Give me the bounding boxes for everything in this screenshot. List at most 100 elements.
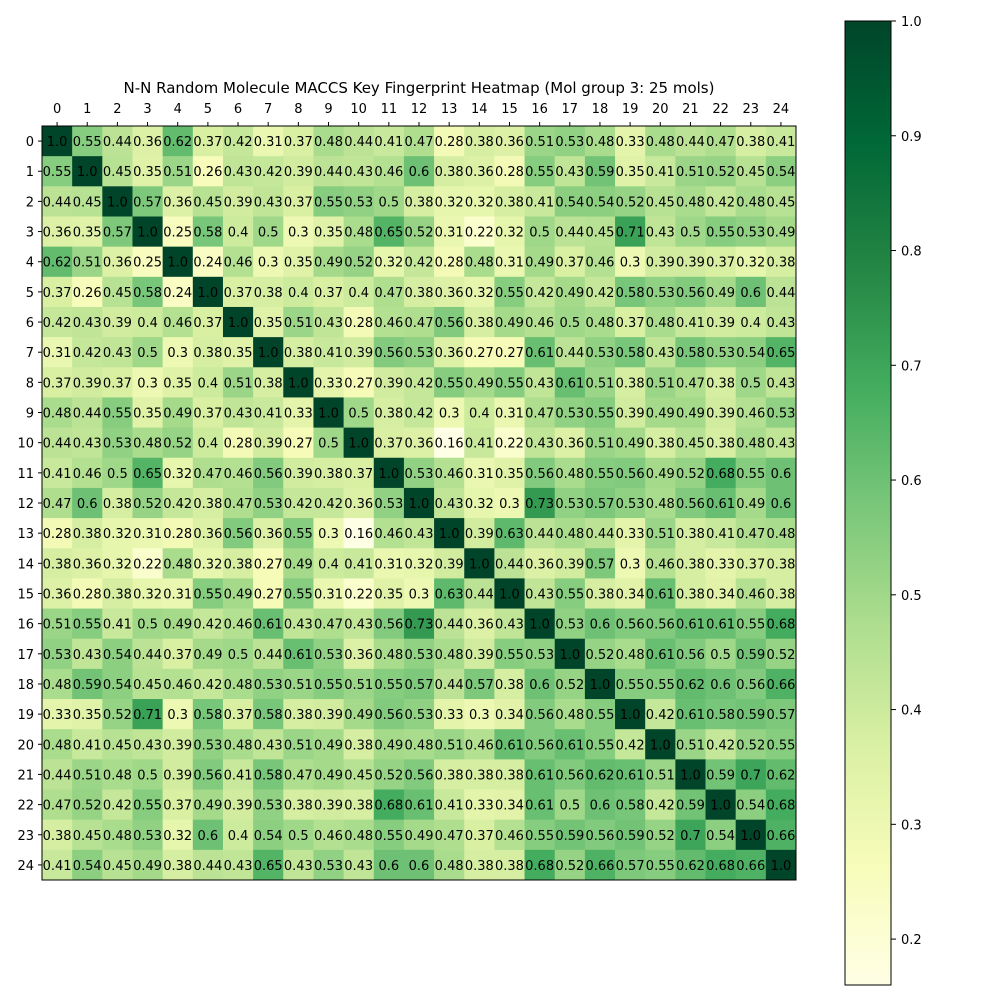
heatmap-cell [42,216,73,248]
heatmap-cell [102,397,133,428]
heatmap-cell [645,759,676,790]
y-tick-label: 22 [17,799,34,814]
heatmap-cell [434,548,465,579]
cell-value-label: 0.43 [435,497,464,512]
heatmap-cell [192,367,224,398]
cell-value-label: 0.55 [73,135,102,150]
heatmap-cell [313,337,344,368]
cell-value-label: 0.55 [314,195,343,210]
cell-value-label: 0.6 [409,859,430,874]
heatmap-cell [132,246,164,278]
cell-value-label: 0.57 [133,195,162,210]
cell-value-label: 0.55 [495,648,524,663]
cell-value-label: 0.59 [73,678,102,693]
cell-value-label: 0.55 [616,678,645,693]
heatmap-cell [403,186,435,217]
heatmap-cell [494,126,525,157]
heatmap-cell [72,397,103,428]
heatmap-cell [554,186,586,217]
cell-value-label: 0.38 [495,678,524,693]
cell-value-label: 0.5 [137,768,158,783]
cell-value-label: 0.31 [495,256,524,271]
cell-value-label: 0.43 [646,226,675,241]
cell-value-label: 0.49 [133,859,162,874]
heatmap-cell [192,789,224,821]
cell-value-label: 0.36 [254,527,283,542]
heatmap-cell [675,367,706,398]
heatmap-cell [373,729,405,760]
heatmap-cell [373,759,405,790]
cell-value-label: 0.38 [736,135,765,150]
heatmap-cell [765,578,797,609]
cell-value-label: 0.39 [254,437,283,452]
heatmap-cell [464,548,495,579]
heatmap-cell [705,548,737,579]
heatmap-cell [132,578,164,609]
cell-value-label: 0.62 [585,768,614,783]
heatmap-cell [645,367,676,398]
cell-value-label: 0.47 [435,829,464,844]
cell-value-label: 0.46 [435,467,464,482]
cell-value-label: 0.53 [766,407,795,422]
heatmap-cell [102,518,133,549]
cell-value-label: 0.32 [465,286,494,301]
colorbar-tick-label: 1.0 [901,15,922,30]
heatmap-cell [162,367,194,398]
heatmap-cell [554,668,586,700]
cell-value-label: 0.33 [616,135,645,150]
heatmap-cell [403,518,435,549]
heatmap-cell [132,487,164,519]
cell-value-label: 0.71 [133,708,162,723]
cell-value-label: 0.38 [465,768,494,783]
cell-value-label: 0.38 [495,768,524,783]
heatmap-cell [42,729,73,760]
heatmap-cell [373,849,405,881]
heatmap-cell [72,216,103,248]
cell-value-label: 0.43 [254,195,283,210]
heatmap-cell [283,337,314,368]
heatmap-cell [464,819,495,851]
cell-value-label: 0.44 [254,648,283,663]
cell-value-label: 0.58 [193,708,222,723]
y-tick-label: 5 [26,286,34,301]
heatmap-cell [313,849,344,881]
colorbar-tick-label: 0.9 [901,130,922,145]
heatmap-cell [313,608,344,640]
cell-value-label: 0.46 [224,256,253,271]
heatmap-cell [705,668,737,700]
cell-value-label: 0.53 [555,497,584,512]
y-tick-label: 8 [26,376,34,391]
cell-value-label: 0.4 [198,437,219,452]
cell-value-label: 0.35 [73,226,102,241]
heatmap-cell [132,427,164,459]
cell-value-label: 0.59 [736,648,765,663]
heatmap-cell [313,156,344,187]
cell-value-label: 0.44 [43,768,72,783]
cell-value-label: 0.51 [284,678,313,693]
cell-value-label: 0.3 [258,256,279,271]
cell-value-label: 1.0 [47,135,68,150]
cell-value-label: 0.39 [224,195,253,210]
heatmap-cell [132,276,164,308]
cell-value-label: 0.41 [435,799,464,814]
cell-value-label: 0.53 [193,738,222,753]
heatmap-cell [313,246,344,278]
heatmap-cell [343,186,375,217]
heatmap-cell [675,729,706,760]
cell-value-label: 0.38 [616,376,645,391]
heatmap-cell [645,246,676,278]
heatmap-cell [343,699,375,730]
cell-value-label: 1.0 [378,467,399,482]
heatmap-cell [464,337,495,368]
cell-value-label: 0.55 [43,165,72,180]
cell-value-label: 0.61 [706,497,735,512]
heatmap-cell [675,668,706,700]
x-tick-label: 4 [174,102,182,117]
cell-value-label: 0.48 [405,738,434,753]
heatmap-cell [554,548,586,579]
heatmap-cell [283,367,314,398]
heatmap-cell [253,487,284,519]
heatmap-cell [253,789,284,821]
heatmap-cell [102,186,133,217]
cell-value-label: 0.46 [585,256,614,271]
